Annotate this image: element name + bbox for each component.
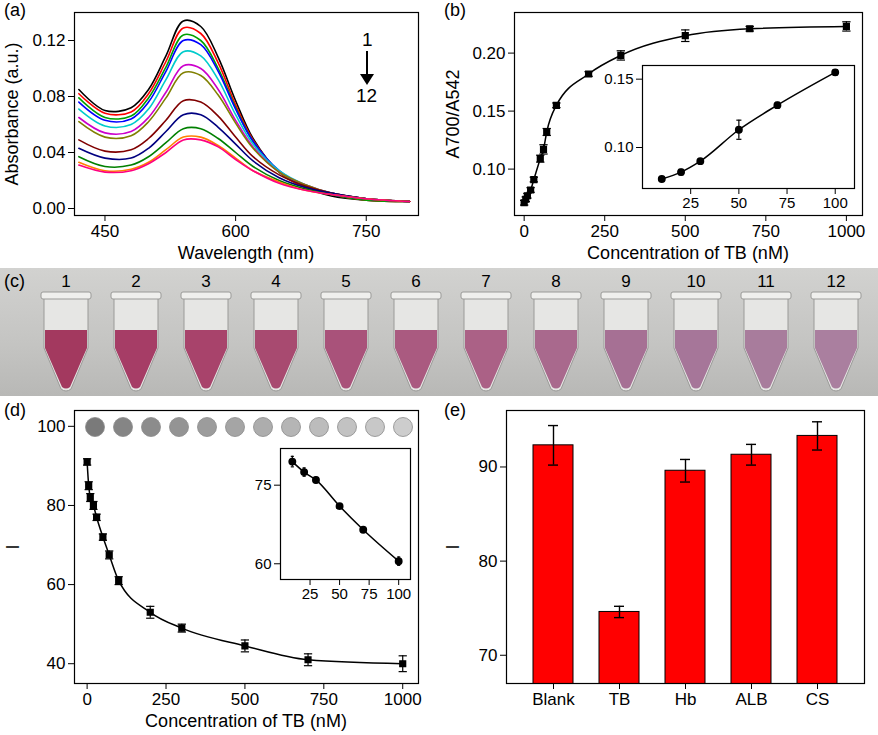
html-text:12: 12 [356,85,378,106]
svg-text:0.20: 0.20 [472,44,505,63]
svg-text:500: 500 [671,222,699,241]
svg-text:100: 100 [823,194,848,211]
svg-text:1000: 1000 [384,690,422,709]
svg-text:ALB: ALB [735,690,767,709]
svg-text:Blank: Blank [532,690,575,709]
svg-text:CS: CS [806,690,830,709]
html-text:1: 1 [362,29,373,50]
svg-text:0: 0 [519,222,528,241]
svg-text:6: 6 [411,272,420,291]
html-text:(a): (a) [4,0,26,20]
html-text:Concentration of TB (nM): Concentration of TB (nM) [587,243,789,263]
svg-text:5: 5 [341,272,350,291]
html-text:Concentration of TB (nM): Concentration of TB (nM) [145,711,347,731]
svg-text:25: 25 [302,585,319,602]
svg-text:1000: 1000 [827,222,865,241]
svg-text:25: 25 [682,194,699,211]
html-text:I: I [3,544,23,549]
svg-text:75: 75 [361,585,378,602]
svg-text:250: 250 [591,222,619,241]
html-text:Absorbance (a.u.): Absorbance (a.u.) [2,42,22,185]
svg-text:8: 8 [551,272,560,291]
svg-text:60: 60 [47,575,66,594]
svg-text:TB: TB [609,690,631,709]
svg-text:0.15: 0.15 [472,102,505,121]
svg-text:7: 7 [481,272,490,291]
svg-text:0.08: 0.08 [32,87,65,106]
svg-text:0.04: 0.04 [32,143,65,162]
svg-text:600: 600 [221,222,249,241]
svg-text:0.10: 0.10 [472,160,505,179]
svg-text:0: 0 [82,690,91,709]
svg-text:0.15: 0.15 [604,70,633,87]
svg-text:80: 80 [479,552,498,571]
svg-text:0.12: 0.12 [32,31,65,50]
html-text:(b): (b) [444,0,466,20]
svg-text:450: 450 [91,222,119,241]
svg-text:40: 40 [47,654,66,673]
svg-text:10: 10 [687,272,706,291]
svg-text:250: 250 [152,690,180,709]
svg-text:50: 50 [731,194,748,211]
html-text:(e): (e) [444,400,466,420]
html-text:I: I [443,544,463,549]
svg-text:(c): (c) [4,271,25,291]
svg-text:12: 12 [827,272,846,291]
svg-text:50: 50 [331,585,348,602]
svg-text:Hb: Hb [675,690,697,709]
svg-text:2: 2 [131,272,140,291]
svg-text:9: 9 [621,272,630,291]
svg-text:0.00: 0.00 [32,199,65,218]
svg-text:100: 100 [386,585,411,602]
svg-text:750: 750 [752,222,780,241]
html-text:A700/A542: A700/A542 [443,69,463,158]
html-text:(d): (d) [4,400,26,420]
svg-text:750: 750 [310,690,338,709]
html-text:Wavelength (nm): Wavelength (nm) [177,243,315,263]
svg-text:100: 100 [37,417,65,436]
svg-text:500: 500 [231,690,259,709]
svg-text:1: 1 [61,272,70,291]
svg-text:11: 11 [757,272,775,291]
svg-text:0.10: 0.10 [604,138,633,155]
svg-text:70: 70 [479,646,498,665]
svg-text:75: 75 [779,194,796,211]
svg-text:90: 90 [479,457,498,476]
svg-text:80: 80 [47,496,66,515]
svg-text:3: 3 [201,272,210,291]
svg-text:4: 4 [271,272,280,291]
svg-text:750: 750 [352,222,380,241]
svg-text:75: 75 [255,476,272,493]
svg-text:60: 60 [255,555,272,572]
